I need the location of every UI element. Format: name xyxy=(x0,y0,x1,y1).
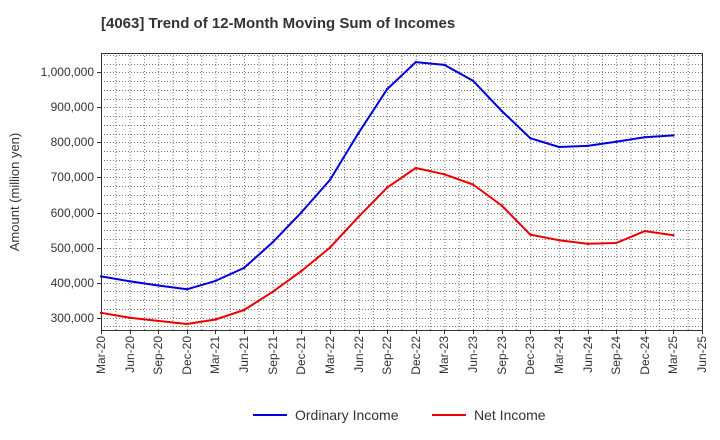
legend-label-ordinary-income: Ordinary Income xyxy=(295,407,399,423)
y-tick-label: 400,000 xyxy=(51,276,95,290)
x-tick-label: Dec-22 xyxy=(409,336,423,375)
x-tick-label: Mar-24 xyxy=(552,336,566,374)
legend-label-net-income: Net Income xyxy=(474,407,546,423)
data-point-ordinary-income xyxy=(128,280,131,283)
data-point-ordinary-income xyxy=(185,288,189,291)
x-tick-label: Mar-21 xyxy=(208,336,222,374)
data-point-ordinary-income xyxy=(614,140,618,143)
x-tick-label: Mar-22 xyxy=(323,336,337,374)
x-tick-label: Jun-22 xyxy=(352,336,366,373)
data-point-net-income xyxy=(99,311,103,314)
data-point-net-income xyxy=(500,204,503,207)
data-point-net-income xyxy=(185,322,189,326)
x-tick-label: Dec-24 xyxy=(638,336,652,375)
y-tick-label: 600,000 xyxy=(51,206,95,220)
data-point-net-income xyxy=(643,229,646,233)
data-point-net-income xyxy=(529,233,532,236)
data-point-net-income xyxy=(557,239,561,242)
data-point-net-income xyxy=(271,290,274,293)
data-point-ordinary-income xyxy=(242,266,246,270)
x-tick-label: Sep-24 xyxy=(609,336,623,375)
x-tick-label: Dec-21 xyxy=(294,336,308,375)
data-point-ordinary-income xyxy=(672,134,675,137)
y-tick-labels: 300,000 400,000 500,000 600,000 700,000 800,0… xyxy=(41,65,101,325)
series-net-income xyxy=(99,166,675,326)
series-line-ordinary-income xyxy=(100,61,674,291)
y-tick-label: 500,000 xyxy=(51,241,95,255)
data-point-net-income xyxy=(214,318,217,321)
series-ordinary-income xyxy=(99,60,675,291)
x-tick-label: Dec-20 xyxy=(180,336,194,375)
x-tick-label: Sep-23 xyxy=(495,336,509,375)
data-point-ordinary-income xyxy=(328,178,332,182)
data-point-net-income xyxy=(328,246,332,249)
data-point-net-income xyxy=(128,316,131,319)
data-point-ordinary-income xyxy=(529,137,532,140)
data-point-ordinary-income xyxy=(357,131,360,135)
x-tick-label: Jun-21 xyxy=(237,336,251,373)
data-point-ordinary-income xyxy=(271,241,274,244)
x-tick-label: Jun-23 xyxy=(466,336,480,373)
data-point-net-income xyxy=(300,269,303,273)
y-tick-label: 800,000 xyxy=(51,135,95,149)
data-point-ordinary-income xyxy=(157,284,160,287)
data-point-ordinary-income xyxy=(643,136,646,139)
x-tick-label: Sep-22 xyxy=(380,336,394,375)
data-point-ordinary-income xyxy=(386,87,389,91)
data-point-ordinary-income xyxy=(414,60,417,64)
data-point-ordinary-income xyxy=(99,275,103,278)
y-axis-label: Amount (million yen) xyxy=(7,133,22,252)
data-point-net-income xyxy=(672,234,675,237)
data-point-ordinary-income xyxy=(586,144,589,148)
x-tick-label: Jun-24 xyxy=(581,336,595,373)
y-tick-label: 1,000,000 xyxy=(41,65,95,79)
data-point-net-income xyxy=(157,319,160,323)
series-lines xyxy=(99,60,675,326)
x-tick-label: Jun-20 xyxy=(123,336,137,373)
data-point-ordinary-income xyxy=(214,279,217,283)
data-point-ordinary-income xyxy=(557,145,561,149)
data-point-net-income xyxy=(443,173,446,176)
data-point-net-income xyxy=(386,186,389,189)
y-tick-label: 900,000 xyxy=(51,100,95,114)
data-point-net-income xyxy=(471,183,475,186)
legend: Ordinary Income Net Income xyxy=(253,407,546,423)
x-tick-label: Mar-20 xyxy=(94,336,108,374)
y-tick-label: 300,000 xyxy=(51,311,95,325)
data-point-ordinary-income xyxy=(443,63,446,67)
x-tick-label: Sep-20 xyxy=(151,336,165,375)
x-tick-label: Mar-25 xyxy=(666,336,680,374)
data-point-net-income xyxy=(357,215,360,218)
data-point-net-income xyxy=(242,308,246,312)
data-point-ordinary-income xyxy=(500,109,503,113)
data-point-ordinary-income xyxy=(300,211,303,214)
y-tick-label: 700,000 xyxy=(51,170,95,184)
plot-frame xyxy=(101,53,703,331)
axes xyxy=(101,53,703,331)
x-tick-label: Dec-23 xyxy=(523,336,537,375)
x-tick-label: Sep-21 xyxy=(266,336,280,375)
x-tick-label: Jun-25 xyxy=(695,336,709,373)
data-point-ordinary-income xyxy=(471,79,475,82)
data-point-net-income xyxy=(614,241,618,245)
x-tick-label: Mar-23 xyxy=(437,336,451,374)
x-tick-labels: Mar-20 Jun-20 Sep-20 Dec-20 Mar-21 Jun-21 Sep-… xyxy=(94,330,709,375)
data-point-net-income xyxy=(414,166,417,170)
data-point-net-income xyxy=(586,242,589,245)
chart-title: [4063] Trend of 12-Month Moving Sum of I… xyxy=(101,15,456,32)
